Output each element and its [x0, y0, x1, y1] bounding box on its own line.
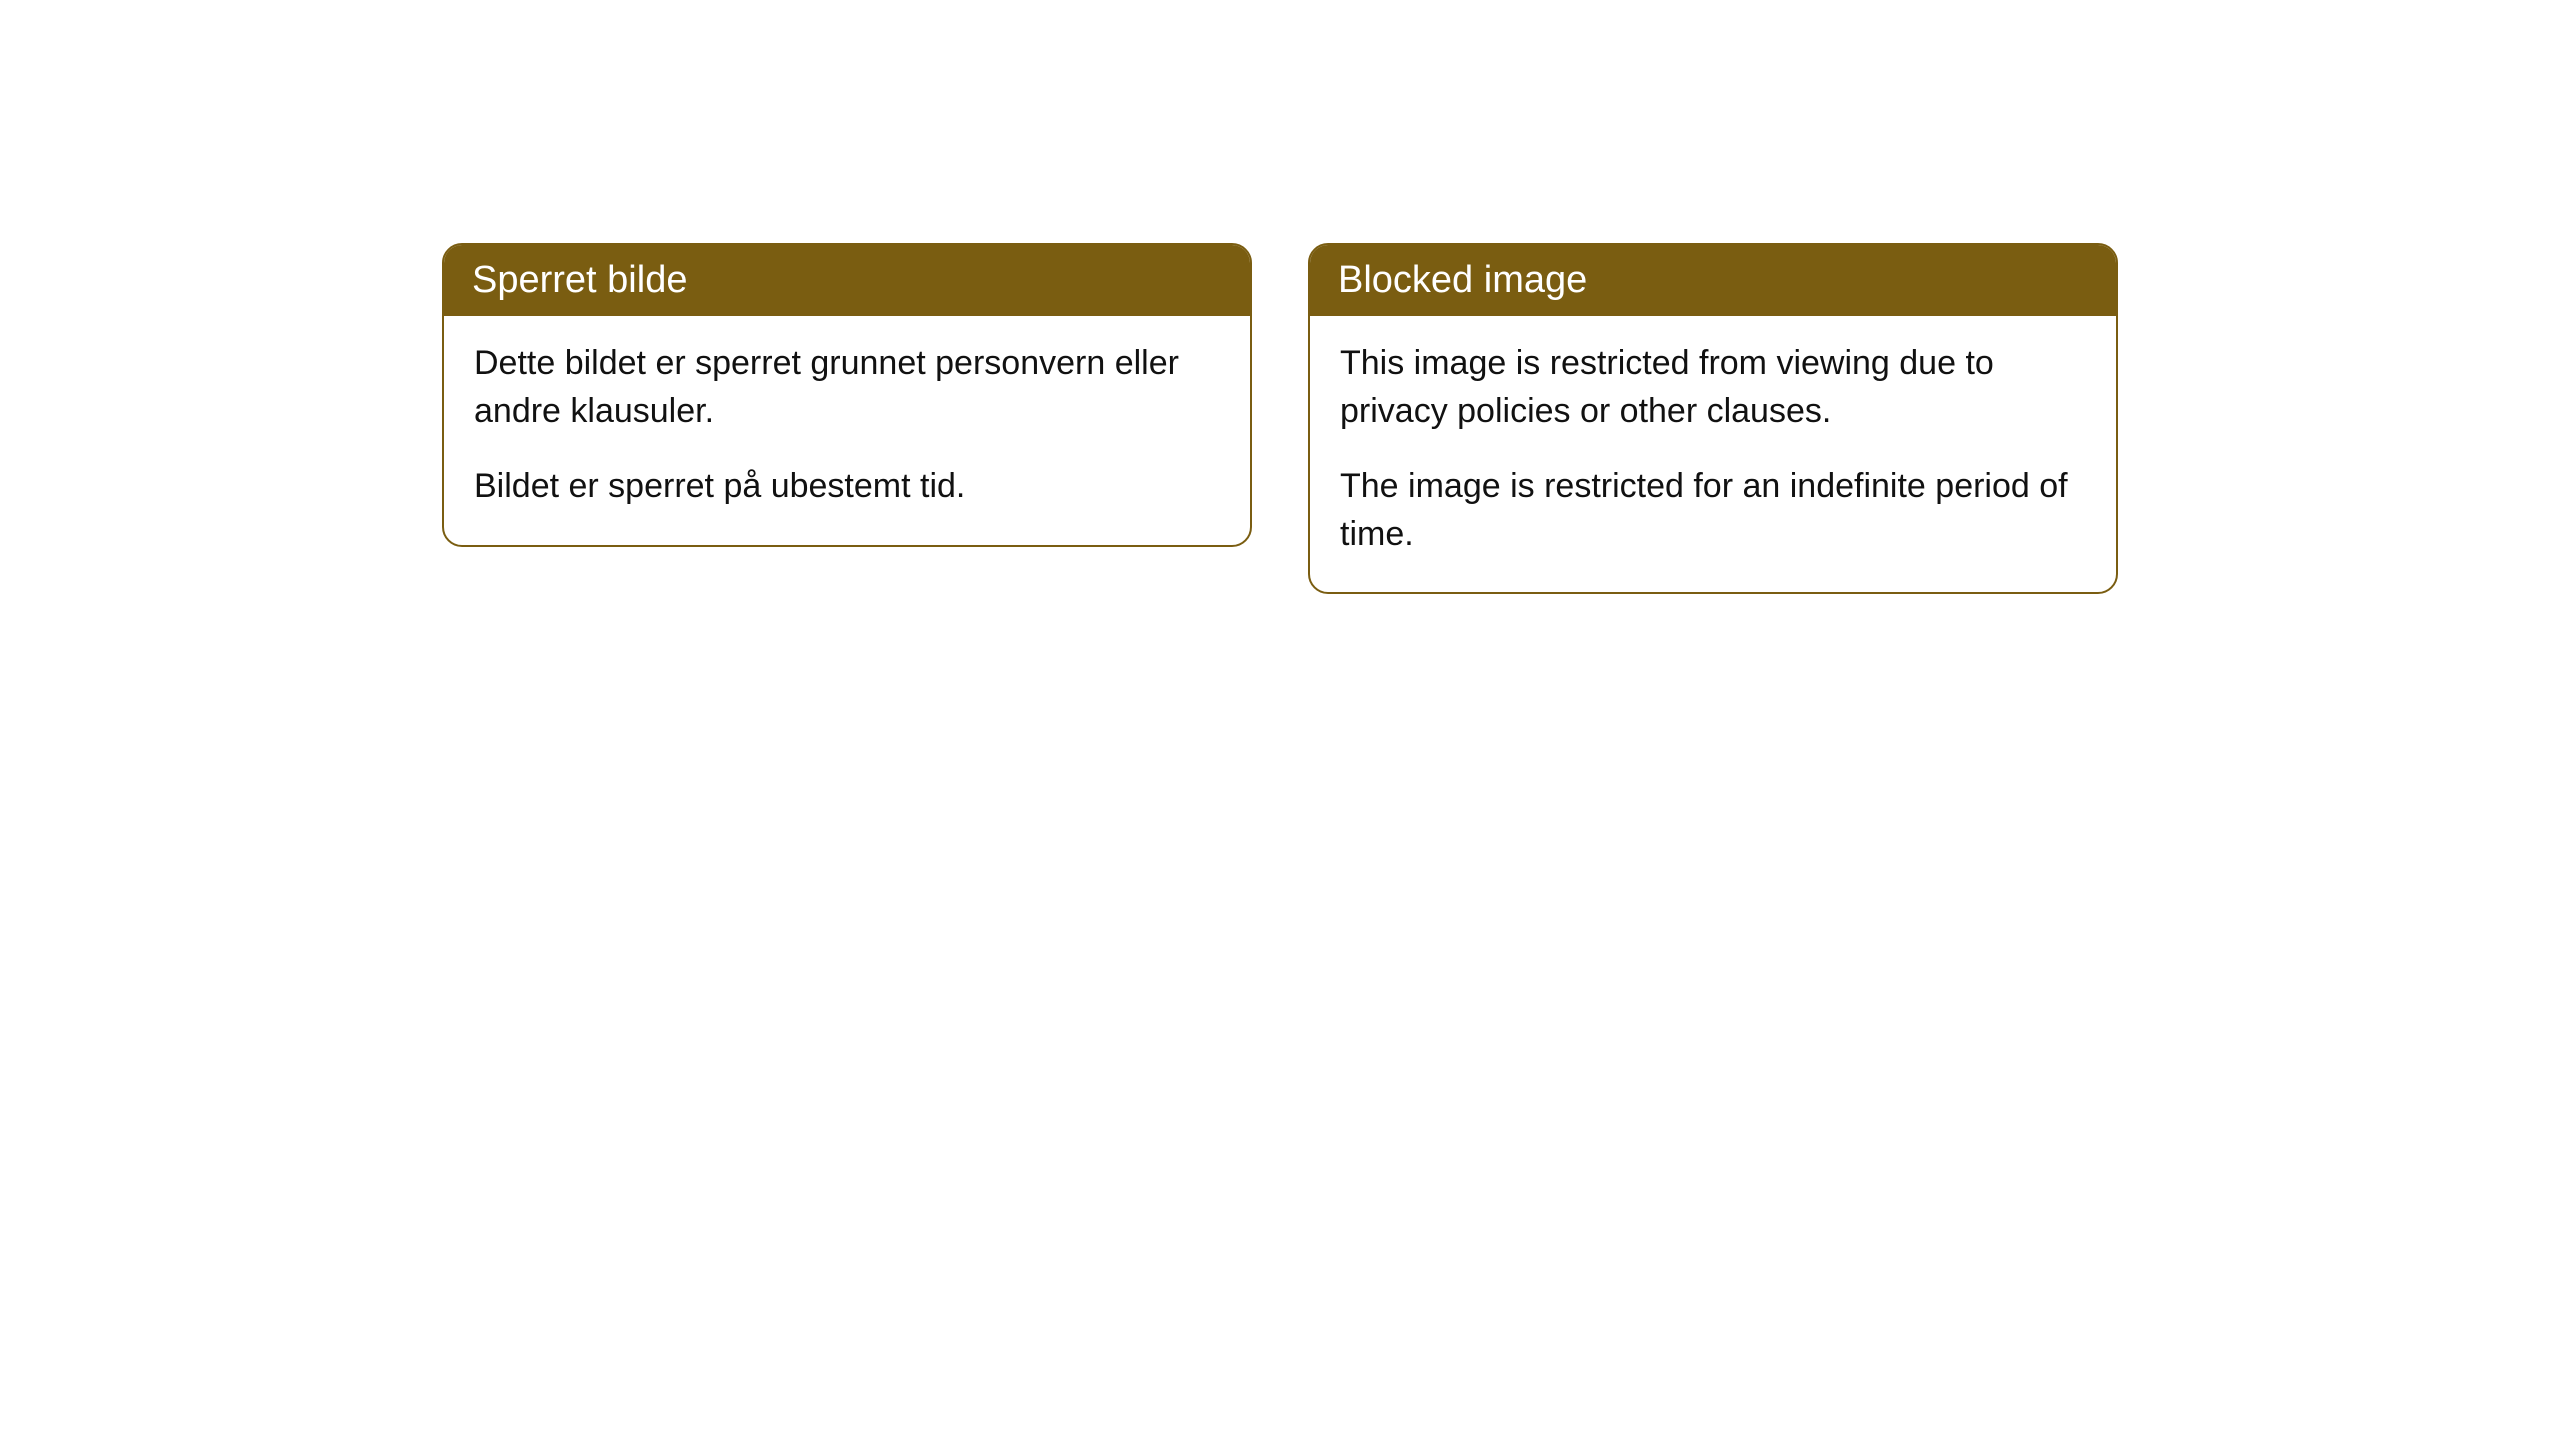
card-text-line-1: This image is restricted from viewing du… — [1340, 340, 2086, 435]
card-title: Sperret bilde — [472, 259, 687, 301]
card-text-line-1: Dette bildet er sperret grunnet personve… — [474, 340, 1220, 435]
card-body: This image is restricted from viewing du… — [1310, 316, 2116, 592]
blocked-image-card-norwegian: Sperret bilde Dette bildet er sperret gr… — [442, 243, 1252, 547]
card-text-line-2: The image is restricted for an indefinit… — [1340, 463, 2086, 558]
card-text-line-2: Bildet er sperret på ubestemt tid. — [474, 463, 1220, 511]
card-title: Blocked image — [1338, 259, 1587, 301]
blocked-image-card-english: Blocked image This image is restricted f… — [1308, 243, 2118, 594]
card-body: Dette bildet er sperret grunnet personve… — [444, 316, 1250, 545]
card-header: Blocked image — [1310, 245, 2116, 316]
card-header: Sperret bilde — [444, 245, 1250, 316]
